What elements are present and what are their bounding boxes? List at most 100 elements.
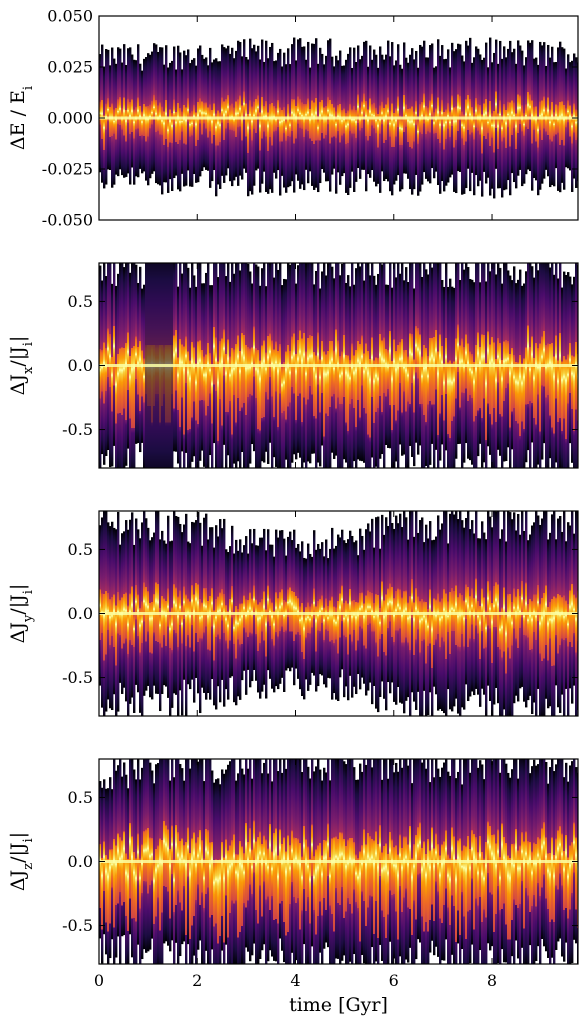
heatmap-strip [457,263,460,445]
heatmap-strip [447,49,450,183]
heatmap-strip [195,65,198,183]
heatmap-strip [203,58,206,168]
heatmap-strip [175,759,178,943]
heatmap-strip [447,543,450,690]
heatmap-strip [297,543,300,679]
heatmap-strip [265,40,268,192]
heatmap-strip [213,547,216,706]
heatmap-strip [247,59,250,197]
heatmap-strip [373,547,376,686]
heatmap-strip [227,552,230,700]
heatmap-strip [233,273,236,464]
heatmap-strip [129,519,132,704]
heatmap-strip [225,48,228,176]
heatmap-strip [431,759,434,941]
heatmap-strip [339,275,342,468]
heatmap-strip [399,273,402,445]
heatmap-strip [561,759,564,957]
heatmap-strip [571,511,574,704]
heatmap-strip [179,523,182,691]
heatmap-strip [545,761,548,952]
heatmap-strip [167,515,170,698]
heatmap-strip [251,283,254,445]
heatmap-strip [377,67,380,184]
heatmap-strip [125,774,128,964]
heatmap-strip [153,783,156,964]
heatmap-strip [257,45,260,169]
heatmap-strip [383,59,386,182]
heatmap-strip [441,767,444,961]
heatmap-strip [553,274,556,468]
heatmap-strip [441,45,444,182]
heatmap-strip [405,267,408,468]
heatmap-strip [479,760,482,951]
heatmap-strip [361,771,364,955]
heatmap-strip [259,537,262,699]
heatmap-strip [199,45,202,177]
heatmap-strip [241,263,244,453]
heatmap-strip [353,47,356,192]
heatmap-strip [181,532,184,716]
heatmap-strip [517,513,520,702]
heatmap-strip [397,771,400,964]
heatmap-strip [271,544,274,689]
heatmap-strip [135,264,138,444]
heatmap-strip [287,536,290,669]
heatmap-strip [551,514,554,716]
heatmap-strip [557,759,560,942]
heatmap-strip [131,512,134,698]
heatmap-strip [469,37,472,192]
heatmap-strip [167,759,170,946]
heatmap-strip [515,759,518,941]
heatmap-strip [139,538,142,713]
heatmap-strip [409,759,412,948]
heatmap-strip [451,511,454,712]
heatmap-strip [149,54,152,179]
heatmap-strip [339,537,342,678]
heatmap-strip [453,51,456,192]
y-tick-label: -0.5 [62,916,93,935]
heatmap-strip [343,263,346,460]
heatmap-strip [317,543,320,687]
heatmap-strip [177,286,180,464]
heatmap-strip [555,62,558,169]
heatmap-strip [253,759,256,944]
heatmap-strip [199,759,202,941]
heatmap-strip [255,51,258,171]
heatmap-strip [335,55,338,194]
heatmap-strip [387,525,390,683]
heatmap-strip [157,763,160,964]
heatmap-strip [477,538,480,695]
heatmap-strip [495,511,498,688]
heatmap-strip [573,276,576,468]
heatmap-strip [171,540,174,708]
heatmap-strip [521,511,524,687]
heatmap-strip [467,511,470,702]
heatmap-strip [499,538,502,716]
heatmap-strip [277,269,280,468]
heatmap-strip [263,762,266,945]
heatmap-strip [445,759,448,940]
heatmap-strip [543,759,546,947]
heatmap-strip [277,771,280,964]
heatmap-strip [267,58,270,194]
heatmap-strip [431,267,434,444]
heatmap-strip [389,759,392,942]
heatmap-strip [455,263,458,459]
heatmap-strip [303,759,306,945]
heatmap-strip [215,779,218,964]
heatmap-strip [307,263,310,462]
heatmap-strip [297,265,300,453]
heatmap-strip [491,62,494,189]
heatmap-strip [321,271,324,446]
heatmap-strip [241,552,244,681]
heatmap-strip [407,539,410,698]
heatmap-strip [295,283,298,460]
x-tick-label: 4 [290,971,300,990]
heatmap-strip [437,39,440,186]
heatmap-strip [515,283,518,468]
heatmap-strip [521,285,524,468]
heatmap-strip [291,540,294,668]
heatmap-strip [369,275,372,468]
heatmap-strip [413,536,416,702]
